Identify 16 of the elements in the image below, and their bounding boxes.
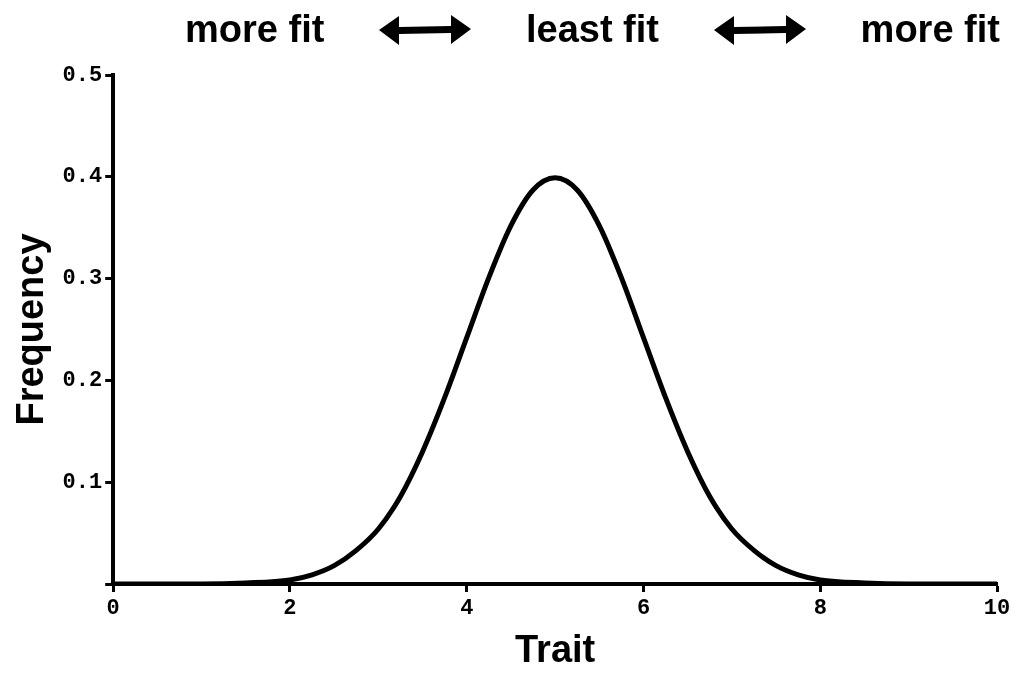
y-tick-label: 0.1 (62, 469, 103, 495)
x-tick-label: 4 (460, 595, 474, 621)
x-tick-label: 10 (983, 595, 1011, 621)
text: least fit (525, 8, 659, 51)
text: more fit (185, 8, 325, 51)
x-tick-label: 2 (283, 595, 297, 621)
text: more fit (860, 8, 1000, 51)
x-tick-label: 0 (106, 595, 120, 621)
x-tick-label: 6 (636, 595, 651, 621)
y-tick-label: 0.4 (62, 164, 103, 190)
x-tick-label: 8 (813, 595, 827, 621)
x-axis-title: Trait (514, 627, 596, 670)
y-tick-label: 0.5 (62, 62, 103, 88)
y-axis-title: Frequency (9, 233, 52, 426)
y-tick-label: 0.3 (62, 266, 103, 292)
y-tick-label: 0.2 (62, 367, 103, 393)
